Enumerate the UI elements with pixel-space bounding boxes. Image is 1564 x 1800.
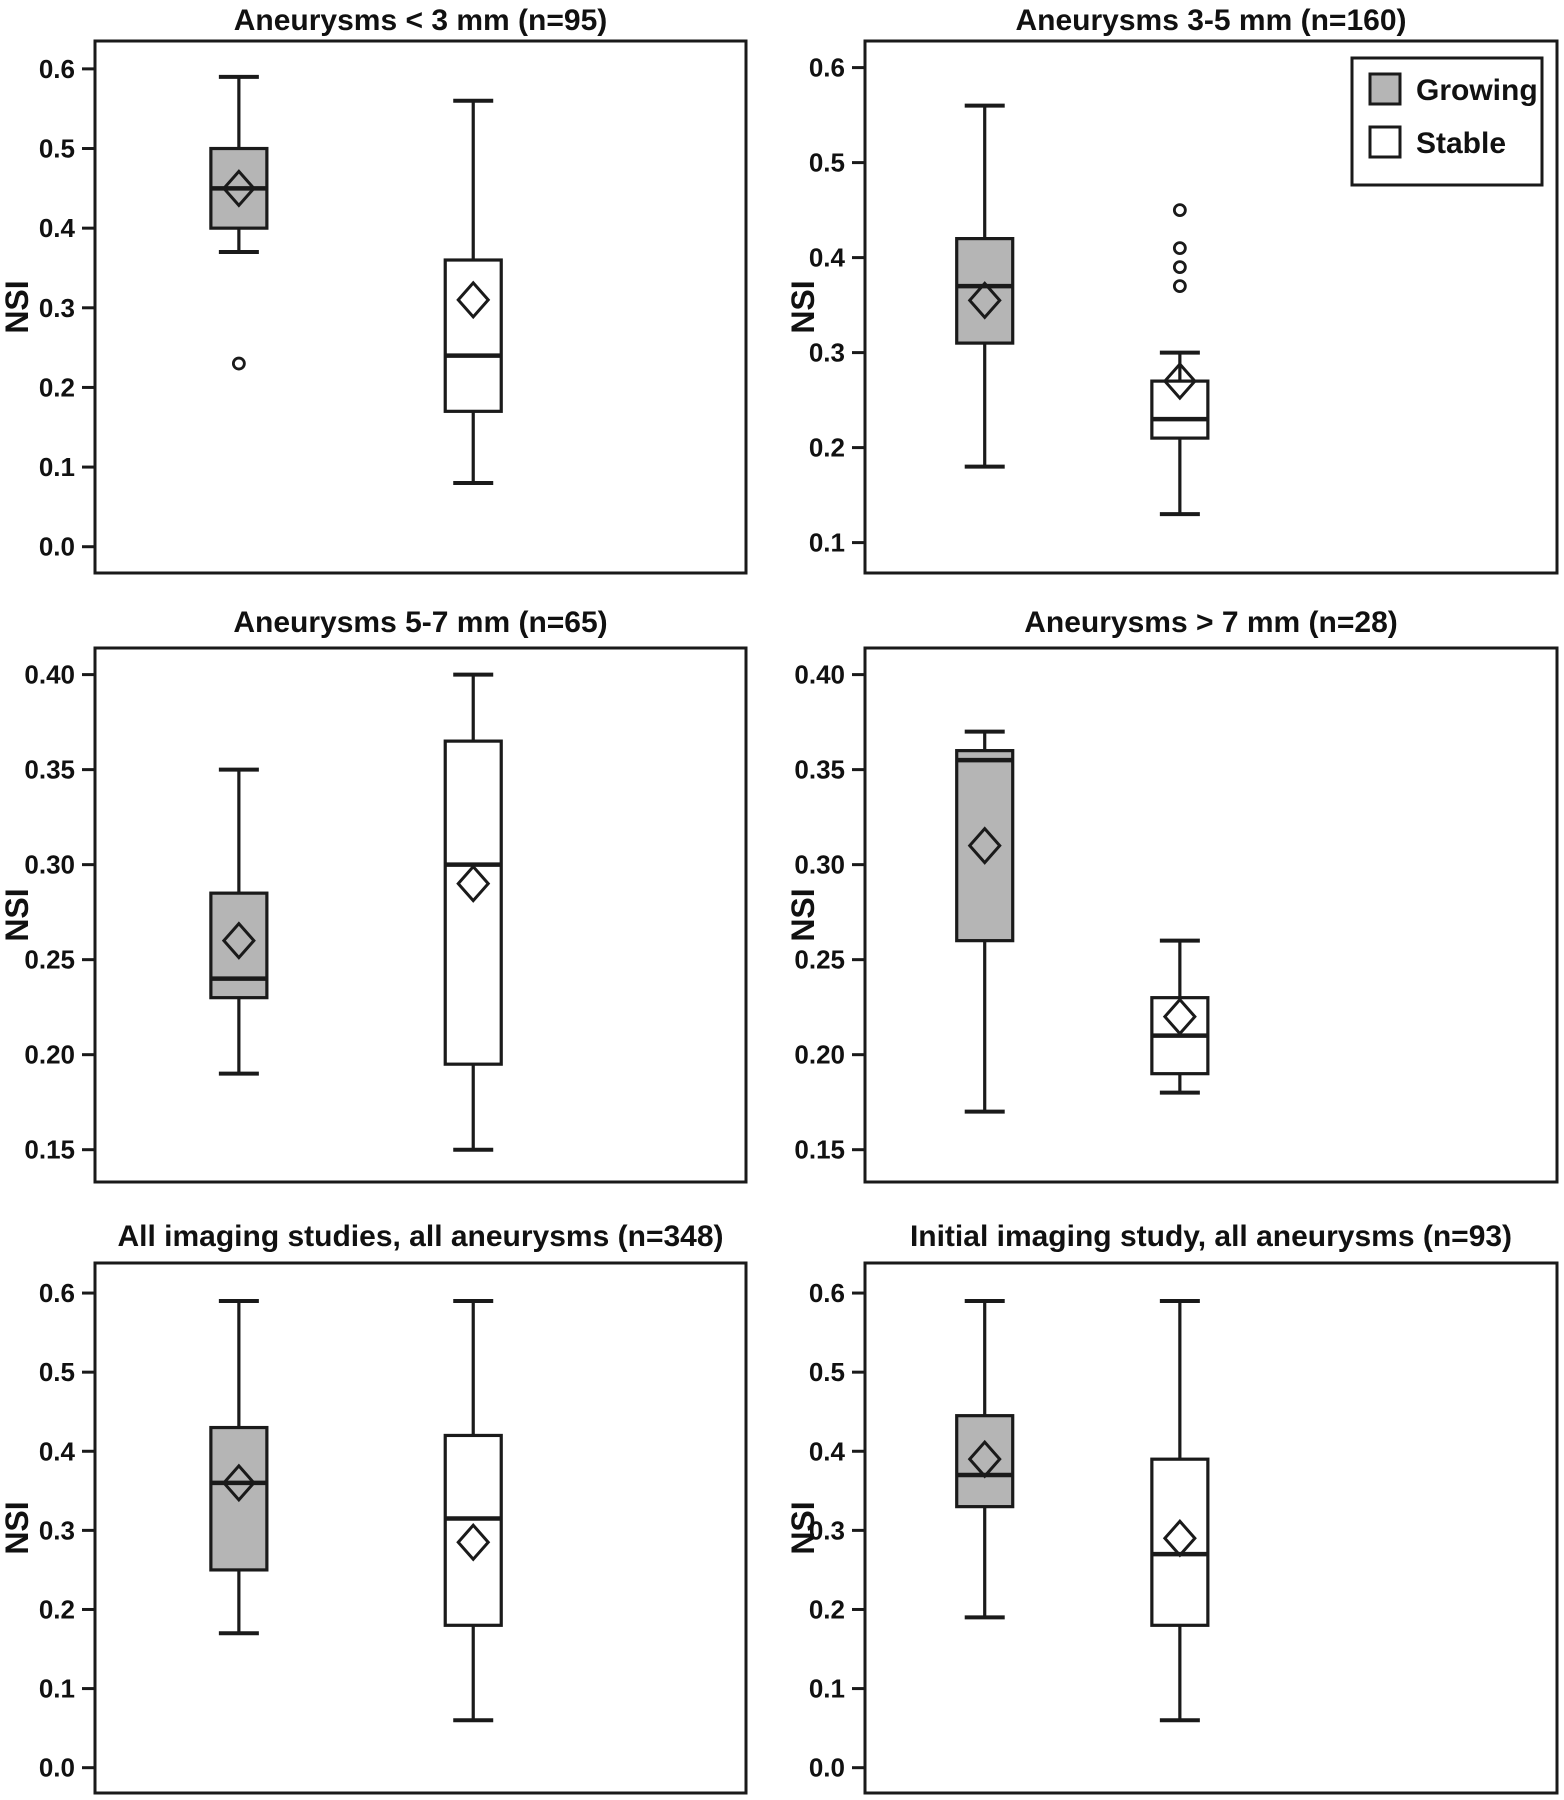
- y-axis-tick-label: 0.5: [809, 148, 845, 178]
- y-axis-label: NSI: [0, 280, 35, 333]
- plot-frame: [93, 646, 748, 1184]
- y-axis-tick-label: 0.25: [24, 945, 75, 975]
- y-axis-tick-label: 0.35: [24, 755, 75, 785]
- y-axis-label: NSI: [0, 888, 35, 941]
- y-axis-tick-label: 0.1: [809, 528, 845, 558]
- legend-swatch-growing: [1368, 72, 1402, 106]
- plot-frame: [863, 1261, 1559, 1795]
- panel-title-all-imaging-studies: All imaging studies, all aneurysms (n=34…: [117, 1220, 724, 1253]
- mean-diamond-icon-growing: [967, 1439, 1002, 1479]
- box-growing: [955, 749, 1015, 943]
- y-axis-tick-label: 0.4: [809, 243, 846, 273]
- box-stable: [443, 258, 503, 413]
- y-axis-tick-label: 0.20: [24, 1040, 75, 1070]
- y-axis-tick-label: 0.3: [39, 293, 75, 323]
- y-axis-tick-label: 0.6: [809, 1278, 845, 1308]
- panel-all-imaging-studies: 0.0 0.1 0.2 0.3 0.4 0.5 0.6 NSI: [0, 1261, 748, 1795]
- box-growing: [955, 237, 1015, 345]
- panel-initial-imaging-study: 0.0 0.1 0.2 0.3 0.4 0.5 0.6 NSI: [785, 1261, 1559, 1795]
- y-axis-tick-label: 0.0: [39, 1753, 75, 1783]
- y-axis-tick-label: 0.15: [24, 1135, 75, 1165]
- y-axis-tick-label: 0.3: [809, 1515, 845, 1545]
- y-axis-tick-label: 0.6: [39, 54, 75, 84]
- y-axis-tick-label: 0.4: [39, 213, 76, 243]
- outlier-point-stable: [1172, 241, 1187, 256]
- y-axis-tick-label: 0.0: [809, 1753, 845, 1783]
- mean-diamond-icon-stable: [456, 864, 491, 903]
- legend-label-growing: Growing: [1416, 74, 1538, 107]
- y-axis-tick-label: 0.40: [794, 660, 845, 690]
- y-axis-tick-label: 0.3: [809, 338, 845, 368]
- y-axis-tick-label: 0.1: [39, 1674, 75, 1704]
- y-axis-label: NSI: [785, 1501, 821, 1554]
- y-axis-tick-label: 0.15: [794, 1135, 845, 1165]
- y-axis-tick-label: 0.4: [809, 1436, 846, 1466]
- panel-title-initial-imaging-study: Initial imaging study, all aneurysms (n=…: [909, 1220, 1513, 1253]
- outlier-point-growing: [231, 356, 246, 371]
- y-axis-tick-label: 0.0: [39, 532, 75, 562]
- legend-label-stable: Stable: [1416, 127, 1506, 160]
- legend-swatch-stable: [1368, 125, 1402, 159]
- y-axis-tick-label: 0.35: [794, 755, 845, 785]
- panel-title-gt-7mm: Aneurysms > 7 mm (n=28): [1024, 606, 1398, 639]
- outlier-point-stable: [1172, 279, 1187, 294]
- y-axis-tick-label: 0.25: [794, 945, 845, 975]
- panel-title-3-5mm: Aneurysms 3-5 mm (n=160): [1015, 4, 1407, 37]
- y-axis-tick-label: 0.30: [794, 850, 845, 880]
- y-axis-tick-label: 0.4: [39, 1436, 76, 1466]
- panel-aneurysms-3-5mm: 0.1 0.2 0.3 0.4 0.5 0.6 NSI Growing Stable: [785, 39, 1559, 575]
- y-axis-tick-label: 0.20: [794, 1040, 845, 1070]
- y-axis-tick-label: 0.5: [809, 1357, 845, 1387]
- y-axis-label: NSI: [785, 280, 821, 333]
- y-axis-tick-label: 0.30: [24, 850, 75, 880]
- panel-aneurysms-lt-3mm: 0.0 0.1 0.2 0.3 0.4 0.5 0.6 NSI: [0, 39, 748, 575]
- y-axis-tick-label: 0.5: [39, 1357, 75, 1387]
- mean-diamond-icon-growing: [967, 826, 1002, 865]
- y-axis-tick-label: 0.6: [809, 53, 845, 83]
- y-axis-tick-label: 0.3: [39, 1515, 75, 1545]
- box-growing: [209, 891, 269, 1000]
- y-axis-tick-label: 0.2: [39, 1594, 75, 1624]
- mean-diamond-icon-stable: [456, 1522, 491, 1562]
- outlier-point-stable: [1172, 203, 1187, 218]
- box-growing: [955, 1414, 1015, 1509]
- panel-aneurysms-gt-7mm: 0.15 0.20 0.25 0.30 0.35 0.40 NSI: [785, 646, 1559, 1184]
- y-axis-tick-label: 0.2: [39, 372, 75, 402]
- mean-diamond-icon-growing: [967, 281, 1002, 320]
- mean-diamond-icon-growing: [221, 921, 256, 960]
- y-axis-tick-label: 0.2: [809, 433, 845, 463]
- y-axis-tick-label: 0.5: [39, 134, 75, 164]
- plot-frame: [93, 39, 748, 575]
- panel-title-lt-3mm: Aneurysms < 3 mm (n=95): [233, 4, 608, 37]
- y-axis-label: NSI: [0, 1501, 35, 1554]
- outlier-point-stable: [1172, 260, 1187, 275]
- mean-diamond-icon-stable: [1162, 997, 1197, 1036]
- y-axis-tick-label: 0.1: [809, 1674, 845, 1704]
- mean-diamond-icon-growing: [221, 169, 256, 208]
- mean-diamond-icon-stable: [1162, 1519, 1197, 1558]
- y-axis-tick-label: 0.1: [39, 452, 75, 482]
- plot-frame: [93, 1261, 748, 1795]
- box-stable: [443, 1433, 503, 1627]
- y-axis-tick-label: 0.6: [39, 1278, 75, 1308]
- panel-aneurysms-5-7mm: 0.15 0.20 0.25 0.30 0.35 0.40 NSI: [0, 646, 748, 1184]
- mean-diamond-icon-stable: [1162, 361, 1197, 401]
- y-axis-tick-label: 0.2: [809, 1594, 845, 1624]
- mean-diamond-icon-growing: [221, 1463, 256, 1503]
- box-stable: [1150, 1457, 1210, 1627]
- y-axis-tick-label: 0.40: [24, 660, 75, 690]
- box-stable: [1150, 379, 1210, 440]
- panel-title-5-7mm: Aneurysms 5-7 mm (n=65): [233, 606, 608, 639]
- y-axis-label: NSI: [785, 888, 821, 941]
- mean-diamond-icon-stable: [456, 280, 491, 320]
